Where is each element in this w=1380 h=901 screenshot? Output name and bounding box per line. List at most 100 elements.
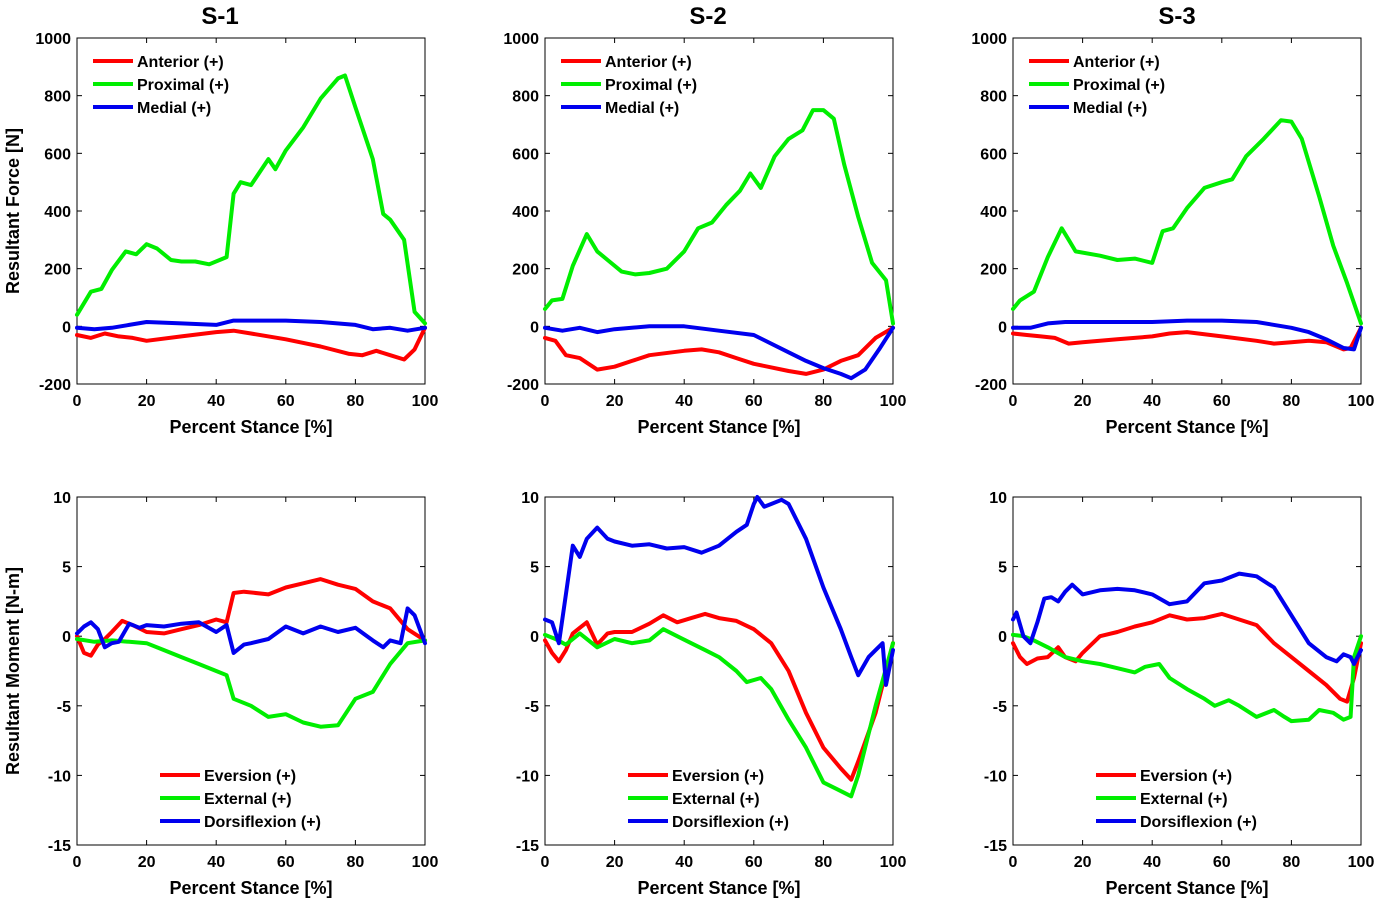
series-line-proximal [75, 73, 427, 326]
x-axis-label: Percent Stance [%] [1105, 417, 1268, 437]
legend-label: Eversion (+) [204, 768, 296, 785]
y-tick-label: 800 [980, 89, 1007, 106]
plot-frame [1012, 496, 1362, 846]
chart-s1-force: 0 20 40 60 80 100-20002004006008001000Percent… [3, 31, 438, 437]
y-tick-label: 600 [44, 146, 71, 163]
legend-label: External (+) [1140, 791, 1228, 808]
y-axis-label: Resultant Force [N] [3, 128, 23, 294]
x-tick-label: 60 [1213, 393, 1231, 410]
x-tick-label: 80 [815, 393, 833, 410]
y-tick-label: 1000 [971, 31, 1007, 48]
x-tick-label: 60 [277, 393, 295, 410]
chart-s3-moment: 0 20 40 60 80 100 -15 -10 -5 0 5 10 Percent Stance [… [984, 490, 1375, 898]
x-tick-label: 20 [138, 393, 156, 410]
x-axis-label: Percent Stance [%] [637, 417, 800, 437]
x-axis-label: Percent Stance [%] [1105, 878, 1268, 898]
y-tick-label: 0 [62, 629, 71, 646]
x-tick-label: 80 [347, 854, 365, 871]
legend-label: Proximal (+) [1073, 77, 1165, 94]
y-tick-label: 5 [62, 560, 71, 577]
y-tick-label: -10 [516, 768, 539, 785]
x-tick-label: 100 [1348, 393, 1375, 410]
x-tick-label: 40 [675, 393, 693, 410]
x-tick-label: 0 [1009, 393, 1018, 410]
legend-label: Dorsiflexion (+) [204, 814, 321, 831]
y-tick-label: 0 [62, 319, 71, 336]
y-axis-label: Resultant Moment [N-m] [3, 567, 23, 775]
x-tick-label: 80 [347, 393, 365, 410]
y-tick-label: 400 [512, 204, 539, 221]
x-tick-label: 0 [73, 393, 82, 410]
series-line-external [1011, 632, 1363, 724]
x-tick-label: 0 [541, 854, 550, 871]
y-tick-label: -5 [525, 699, 539, 716]
x-tick-label: 100 [880, 393, 907, 410]
plot-frame [76, 496, 426, 846]
series-line-anterior [543, 325, 895, 376]
series-line-dorsiflexion [75, 606, 427, 655]
y-tick-label: 800 [512, 89, 539, 106]
y-tick-label: 10 [521, 490, 539, 507]
y-tick-label: -10 [48, 768, 71, 785]
legend-label: Dorsiflexion (+) [1140, 814, 1257, 831]
x-tick-label: 40 [675, 854, 693, 871]
y-tick-label: 0 [998, 629, 1007, 646]
x-tick-label: 100 [880, 854, 907, 871]
x-tick-label: 80 [815, 854, 833, 871]
plot-frame [544, 496, 894, 846]
legend-label: Dorsiflexion (+) [672, 814, 789, 831]
y-tick-label: 400 [980, 204, 1007, 221]
series-line-external [75, 637, 427, 729]
y-tick-label: 5 [530, 560, 539, 577]
y-tick-label: -200 [39, 377, 71, 394]
y-tick-label: 10 [53, 490, 71, 507]
x-tick-label: 40 [1143, 393, 1161, 410]
legend-label: Proximal (+) [605, 77, 697, 94]
chart-s2-moment: 0 20 40 60 80 100 -15 -10 -5 0 5 10 Percent Stance [… [516, 490, 907, 898]
series-line-proximal [543, 108, 895, 326]
x-tick-label: 60 [1213, 854, 1231, 871]
chart-s1-moment: 0 20 40 60 80 100 -15 -10 -5 0 5 10 Percent Stance [… [3, 490, 438, 898]
y-tick-label: -5 [993, 699, 1007, 716]
y-tick-label: -15 [48, 838, 71, 855]
x-tick-label: 60 [745, 854, 763, 871]
y-tick-label: -200 [507, 377, 539, 394]
y-tick-label: -15 [984, 838, 1007, 855]
x-axis-label: Percent Stance [%] [637, 878, 800, 898]
x-tick-label: 60 [745, 393, 763, 410]
y-tick-label: -15 [516, 838, 539, 855]
series-line-anterior [75, 325, 427, 362]
x-axis-label: Percent Stance [%] [169, 417, 332, 437]
y-tick-label: 400 [44, 204, 71, 221]
legend-label: External (+) [672, 791, 760, 808]
x-tick-label: 80 [1283, 854, 1301, 871]
legend-label: Anterior (+) [137, 54, 224, 71]
y-tick-label: 0 [530, 629, 539, 646]
y-tick-label: 600 [980, 146, 1007, 163]
x-tick-label: 20 [1074, 854, 1092, 871]
legend-label: Proximal (+) [137, 77, 229, 94]
x-tick-label: 100 [412, 854, 439, 871]
y-tick-label: 800 [44, 89, 71, 106]
y-tick-label: 200 [512, 262, 539, 279]
legend-label: Eversion (+) [1140, 768, 1232, 785]
series-line-dorsiflexion [543, 495, 895, 687]
x-tick-label: 20 [138, 854, 156, 871]
series-line-medial [75, 318, 427, 333]
x-tick-label: 0 [73, 854, 82, 871]
x-axis-label: Percent Stance [%] [169, 878, 332, 898]
column-title: S-1 [201, 3, 238, 30]
x-tick-label: 40 [207, 854, 225, 871]
y-tick-label: -10 [984, 768, 1007, 785]
x-tick-label: 100 [412, 393, 439, 410]
series-line-eversion [75, 577, 427, 658]
y-tick-label: 1000 [35, 31, 71, 48]
y-tick-label: 600 [512, 146, 539, 163]
x-tick-label: 100 [1348, 854, 1375, 871]
x-tick-label: 0 [1009, 854, 1018, 871]
series-line-proximal [1011, 118, 1363, 326]
legend-label: Anterior (+) [605, 54, 692, 71]
x-tick-label: 40 [207, 393, 225, 410]
y-tick-label: 200 [980, 262, 1007, 279]
